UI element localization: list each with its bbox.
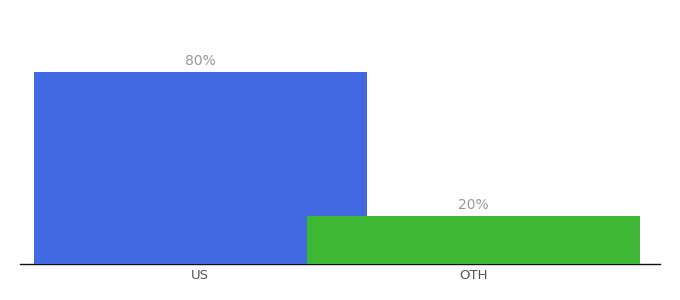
Bar <box>307 216 640 264</box>
Bar <box>34 72 367 264</box>
Text: 20%: 20% <box>458 198 488 212</box>
Text: 80%: 80% <box>185 54 216 68</box>
